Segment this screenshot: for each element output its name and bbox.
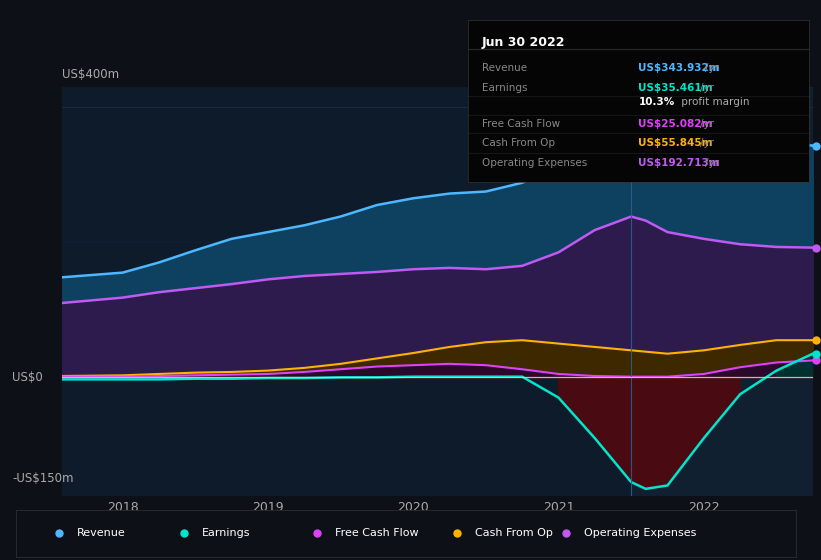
Text: Cash From Op: Cash From Op — [482, 138, 555, 148]
Text: Operating Expenses: Operating Expenses — [585, 529, 696, 538]
Bar — [631, 87, 813, 496]
Text: US$25.082m: US$25.082m — [639, 119, 713, 129]
Text: US$35.461m: US$35.461m — [639, 83, 713, 93]
Text: /yr: /yr — [699, 83, 713, 93]
Text: /yr: /yr — [705, 63, 719, 73]
Text: Revenue: Revenue — [482, 63, 527, 73]
Text: /yr: /yr — [699, 119, 713, 129]
Text: US$55.845m: US$55.845m — [639, 138, 713, 148]
Text: Free Cash Flow: Free Cash Flow — [335, 529, 418, 538]
Text: Cash From Op: Cash From Op — [475, 529, 553, 538]
Text: US$343.932m: US$343.932m — [639, 63, 720, 73]
Text: US$400m: US$400m — [62, 68, 119, 81]
Text: US$192.713m: US$192.713m — [639, 157, 720, 167]
Text: Earnings: Earnings — [482, 83, 527, 93]
Text: profit margin: profit margin — [677, 97, 749, 108]
Text: /yr: /yr — [705, 157, 719, 167]
Text: Earnings: Earnings — [202, 529, 250, 538]
Text: Free Cash Flow: Free Cash Flow — [482, 119, 560, 129]
Text: /yr: /yr — [699, 138, 713, 148]
Text: Operating Expenses: Operating Expenses — [482, 157, 587, 167]
Text: Jun 30 2022: Jun 30 2022 — [482, 36, 565, 49]
Text: 10.3%: 10.3% — [639, 97, 675, 108]
Text: Revenue: Revenue — [77, 529, 126, 538]
Text: US$0: US$0 — [12, 371, 43, 384]
Text: -US$150m: -US$150m — [12, 472, 74, 485]
